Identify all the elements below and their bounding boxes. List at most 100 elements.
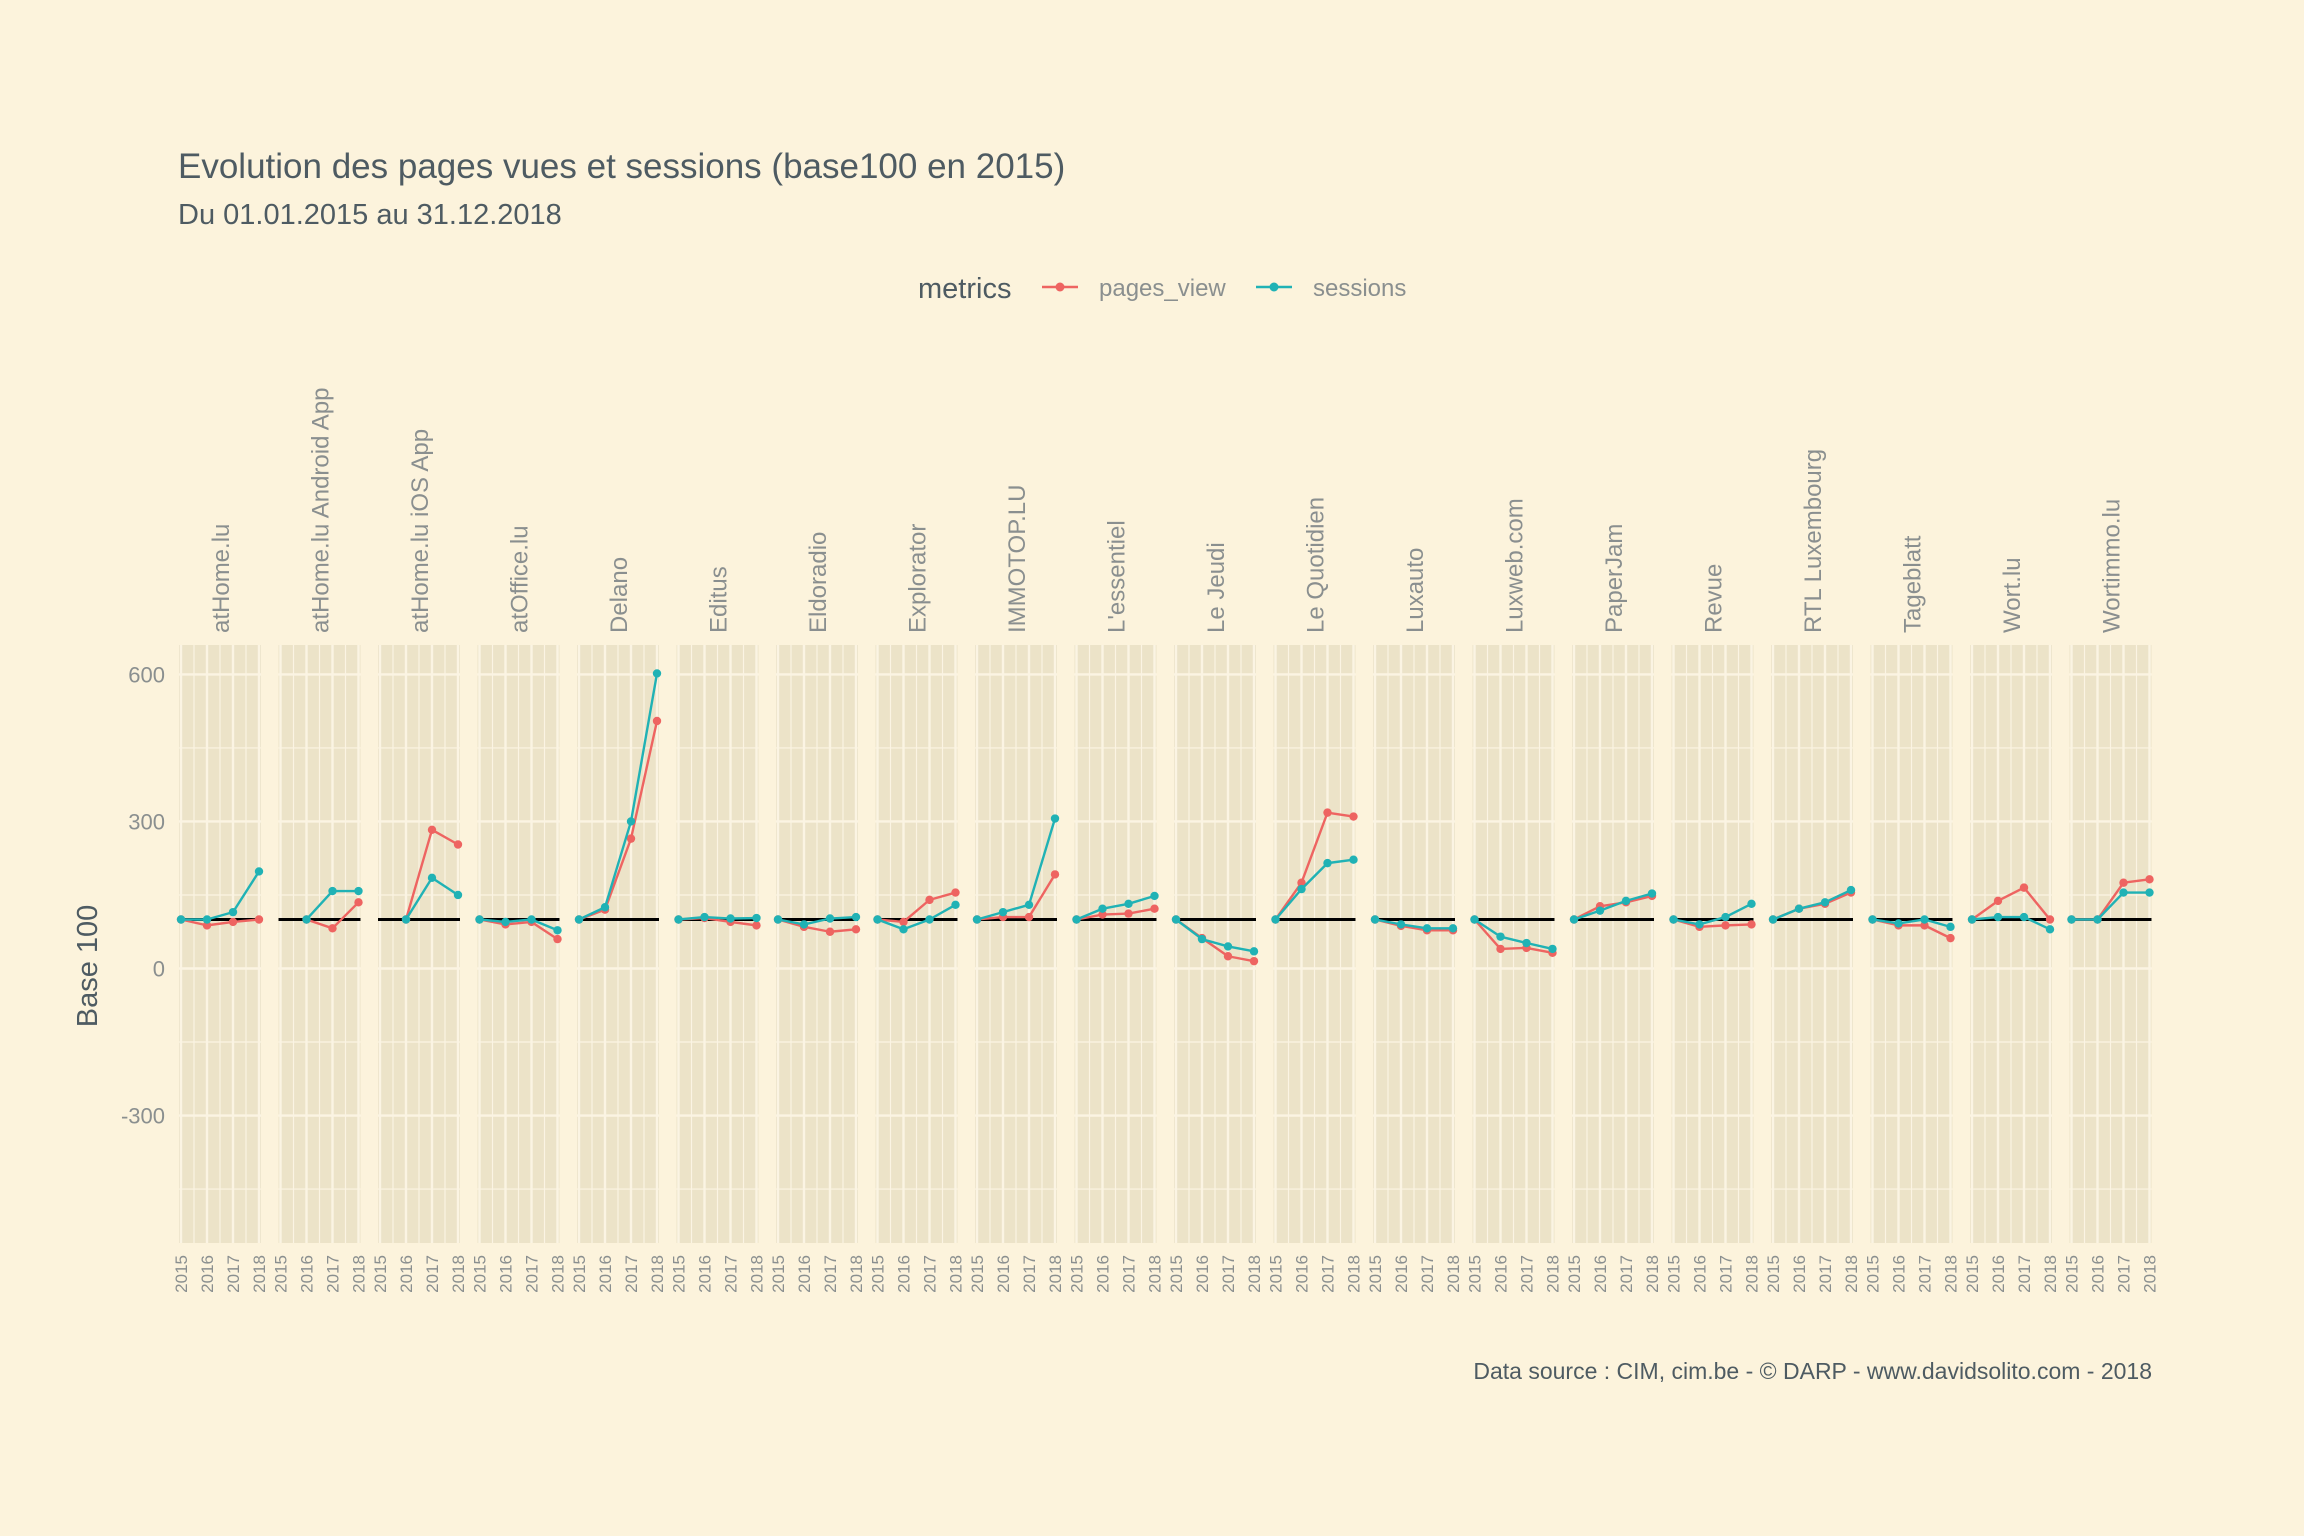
x-tick-label: 2016	[1890, 1255, 1909, 1293]
facet-strip-label: Luxauto	[1402, 548, 1429, 633]
series-line-sessions	[181, 870, 261, 921]
data-point-sessions	[1349, 855, 1358, 864]
data-point-pages-view	[752, 921, 761, 930]
facet-strip-label: atHome.lu	[208, 524, 235, 633]
data-point-sessions	[799, 920, 809, 929]
data-point-pages-view	[626, 834, 636, 843]
data-point-sessions	[1422, 924, 1432, 933]
facet-strip-label: atHome.lu Android App	[308, 388, 335, 634]
data-point-sessions	[1223, 942, 1233, 951]
x-tick-label: 2018	[250, 1255, 269, 1293]
data-point-sessions	[2145, 888, 2154, 897]
series-line-sessions	[877, 903, 957, 931]
x-tick-label: 2018	[1842, 1255, 1861, 1293]
data-point-sessions	[527, 915, 536, 924]
x-tick-label: 2017	[1120, 1255, 1139, 1293]
data-point-pages-view	[899, 917, 908, 927]
x-tick-label: 2015	[471, 1255, 490, 1293]
series-line-pages-view	[1076, 907, 1155, 921]
data-point-sessions	[1171, 915, 1181, 924]
data-point-sessions	[1695, 920, 1704, 929]
data-point-pages-view	[354, 898, 363, 907]
x-tick-label: 2016	[596, 1255, 615, 1293]
data-point-sessions	[1820, 898, 1830, 907]
facet-strip-label: Revue	[1701, 564, 1728, 633]
x-tick-label: 2018	[350, 1255, 369, 1293]
x-tick-label: 2016	[1691, 1255, 1710, 1293]
x-tick-label: 2016	[1094, 1255, 1113, 1293]
series-line-pages-view	[1473, 918, 1553, 955]
data-point-pages-view	[553, 934, 562, 944]
data-point-sessions	[674, 915, 683, 924]
data-point-sessions	[1721, 912, 1730, 922]
data-point-sessions	[626, 817, 636, 826]
series-line-sessions	[678, 915, 757, 921]
data-point-pages-view	[1024, 912, 1034, 922]
data-point-sessions	[1370, 915, 1380, 924]
series-line-sessions	[1971, 915, 2051, 931]
data-point-sessions	[427, 873, 437, 883]
data-point-pages-view	[1496, 944, 1505, 954]
data-point-sessions	[2119, 888, 2128, 897]
facet-panel: L'essentiel 2015 2016 2017 2018	[1068, 520, 1165, 1292]
data-point-sessions	[1396, 920, 1406, 929]
series-line-pages-view	[777, 918, 857, 933]
series-line-sessions	[578, 673, 659, 921]
data-point-sessions	[1920, 915, 1929, 924]
x-tick-label: 2015	[1764, 1255, 1783, 1293]
series-line-sessions	[976, 818, 1057, 921]
x-tick-label: 2016	[298, 1255, 317, 1293]
facet-strip-label: PaperJam	[1601, 524, 1628, 633]
data-point-sessions	[228, 907, 238, 917]
data-point-sessions	[1522, 938, 1531, 948]
legend-title: metrics	[918, 273, 1011, 305]
data-point-sessions	[1768, 915, 1778, 924]
facet-strip-label: atHome.lu iOS App	[407, 429, 434, 633]
data-point-sessions	[652, 669, 662, 678]
data-point-sessions	[1647, 889, 1657, 898]
series-line-pages-view	[180, 918, 260, 927]
data-point-pages-view	[2045, 915, 2055, 924]
series-line-sessions	[479, 918, 558, 932]
facet-panel: atHome.lu 2015 2016 2017 2018	[172, 524, 269, 1293]
x-tick-label: 2017	[921, 1255, 940, 1293]
chart-title: Evolution des pages vues et sessions (ba…	[178, 147, 1065, 186]
x-tick-label: 2016	[994, 1255, 1013, 1293]
x-tick-label: 2015	[1167, 1255, 1186, 1293]
x-tick-label: 2016	[1492, 1255, 1511, 1293]
x-tick-label: 2018	[748, 1255, 767, 1293]
y-tick-label: 600	[128, 662, 165, 687]
x-tick-label: 2018	[2041, 1255, 2060, 1293]
series-line-sessions	[1473, 918, 1553, 951]
series-line-pages-view	[976, 873, 1057, 921]
x-tick-label: 2018	[1245, 1255, 1264, 1293]
facet-strip-label: Explorator	[905, 524, 932, 633]
data-point-sessions	[1894, 919, 1903, 928]
data-point-pages-view	[2145, 875, 2154, 884]
x-tick-label: 2015	[1068, 1255, 1087, 1293]
data-point-pages-view	[1920, 921, 1929, 930]
facet-panel: Explorator 2015 2016 2017 2018	[869, 524, 966, 1293]
data-point-sessions	[254, 867, 264, 876]
data-point-sessions	[752, 913, 761, 923]
facet-panel: atOffice.lu 2015 2016 2017 2018	[471, 525, 568, 1292]
y-tick-label: 0	[153, 957, 165, 982]
data-point-sessions	[1448, 924, 1458, 933]
data-point-pages-view	[1993, 896, 2003, 906]
data-point-pages-view	[1050, 870, 1060, 879]
facet-strip-label: RTL Luxembourg	[1800, 449, 1827, 633]
facet-panel: Wort.lu 2015 2016 2017 2018	[1963, 557, 2060, 1292]
data-point-sessions	[475, 915, 484, 924]
data-point-sessions	[873, 915, 882, 924]
x-tick-label: 2017	[1916, 1255, 1935, 1293]
x-tick-label: 2018	[2141, 1255, 2160, 1293]
facet-strip-label: L'essentiel	[1104, 520, 1131, 633]
series-line-pages-view	[1573, 894, 1653, 921]
data-point-sessions	[2045, 925, 2055, 934]
legend-label-sessions: sessions	[1313, 275, 1406, 302]
facet-panel: RTL Luxembourg 2015 2016 2017 2018	[1764, 449, 1861, 1293]
series-line-sessions	[1374, 918, 1453, 930]
x-tick-label: 2015	[670, 1255, 689, 1293]
x-tick-label: 2015	[172, 1255, 191, 1293]
